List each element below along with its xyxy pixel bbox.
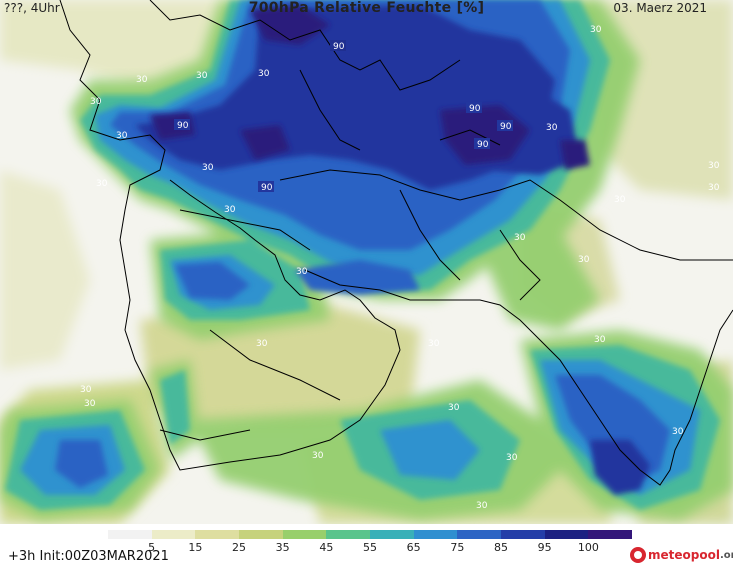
contour-label-30-text: 30 xyxy=(80,385,92,395)
colorbar-segment xyxy=(501,530,546,539)
contour-label-30-text: 30 xyxy=(202,163,214,173)
contour-label-90-text: 90 xyxy=(333,42,345,52)
map-title: 700hPa Relative Feuchte [%] xyxy=(248,0,485,16)
colorbar-segment xyxy=(239,530,284,539)
colorbar-tick-label: 100 xyxy=(577,541,599,554)
coastlines xyxy=(59,0,733,486)
contour-label-30-text: 30 xyxy=(672,427,684,437)
contour-label-30-text: 30 xyxy=(546,123,558,133)
contour-label-90-text: 90 xyxy=(469,104,481,114)
contour-label-90 xyxy=(330,40,346,51)
contour-label-30-text: 30 xyxy=(506,453,518,463)
contour-label-30-text: 30 xyxy=(84,399,96,409)
contour-label-30-text: 30 xyxy=(514,233,526,243)
contour-label-30-text: 30 xyxy=(594,335,606,345)
colorbar-segment xyxy=(195,530,240,539)
contour-label-30-text: 30 xyxy=(708,161,720,171)
colorbar-tick-label: 5 xyxy=(148,541,156,554)
colorbar-tick-label: 95 xyxy=(537,541,552,554)
logo-name: meteopool xyxy=(648,548,720,562)
contour-label-30-text: 30 xyxy=(258,69,270,79)
colorbar-segment xyxy=(544,530,589,539)
contour-label-90-text: 90 xyxy=(477,140,489,150)
colorbar-segment xyxy=(282,530,327,539)
colorbar-segment xyxy=(108,530,153,539)
contour-label-30-text: 30 xyxy=(136,75,148,85)
contour-label-90-text: 90 xyxy=(500,122,512,132)
colorbar-tick-label: 65 xyxy=(406,541,421,554)
contour-label-30-text: 30 xyxy=(116,131,128,141)
contour-label-30-text: 30 xyxy=(476,501,488,511)
contour-label-30-text: 30 xyxy=(256,339,268,349)
colorbar-segment xyxy=(151,530,196,539)
contour-label-30-text: 30 xyxy=(428,339,440,349)
colorbar-tick-label: 55 xyxy=(363,541,377,554)
colorbar-tick-label: 25 xyxy=(232,541,246,554)
footer-init-time: +3h Init:00Z03MAR2021 xyxy=(8,549,169,564)
contour-label-30-text: 30 xyxy=(90,97,102,107)
contour-label-30-text: 30 xyxy=(296,267,308,277)
colorbar xyxy=(108,530,633,539)
contour-label-30-text: 30 xyxy=(614,195,626,205)
colorbar-tick-label: 45 xyxy=(319,541,334,554)
contour-label-30-text: 30 xyxy=(448,403,460,413)
contour-label-30-text: 30 xyxy=(578,255,590,265)
colorbar-segment xyxy=(588,530,633,539)
colorbar-segment xyxy=(370,530,415,539)
colorbar-segment xyxy=(413,530,458,539)
colorbar-tick-label: 75 xyxy=(450,541,465,554)
contour-label-30-text: 30 xyxy=(96,179,108,189)
header-run-label: ???, 4Uhr xyxy=(4,1,60,15)
contour-label-30-text: 30 xyxy=(196,71,208,81)
logo-tld: .org xyxy=(719,549,733,561)
colorbar-tick-label: 85 xyxy=(494,541,508,554)
meteopool-logo[interactable]: meteopool .org xyxy=(630,546,733,564)
colorbar-segment xyxy=(457,530,502,539)
colorbar-segment xyxy=(326,530,371,539)
contour-label-30-text: 30 xyxy=(590,25,602,35)
header-date: 03. Maerz 2021 xyxy=(613,1,707,15)
contour-label-30-text: 30 xyxy=(708,183,720,193)
colorbar-tick-label: 35 xyxy=(275,541,290,554)
contour-label-30-text: 30 xyxy=(312,451,324,461)
humidity-map-svg: 90 90 90 90 90 90 30 30 30 30 30 30 30 3… xyxy=(0,0,733,524)
contour-label-90-text: 90 xyxy=(261,183,273,193)
contour-label-30-text: 30 xyxy=(224,205,236,215)
contour-label-90-text: 90 xyxy=(177,121,189,131)
colorbar-tick-label: 15 xyxy=(188,541,203,554)
meteopool-logo-icon xyxy=(630,547,646,563)
humidity-map: 90 90 90 90 90 90 30 30 30 30 30 30 30 3… xyxy=(0,0,733,524)
